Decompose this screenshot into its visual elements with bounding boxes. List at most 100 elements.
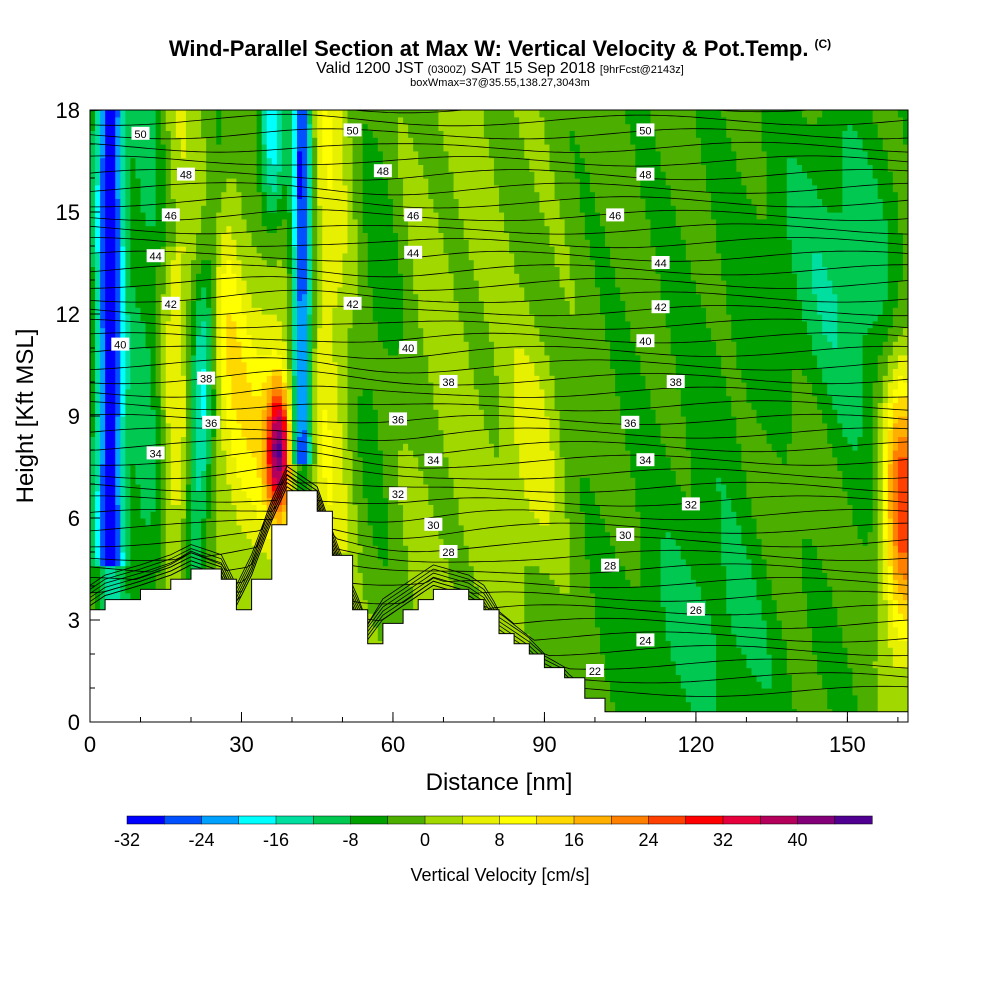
field-cell [544, 660, 551, 669]
field-cell [741, 579, 748, 587]
field-cell [847, 674, 854, 682]
field-cell [236, 565, 243, 573]
field-cell [680, 511, 687, 519]
field-cell [165, 518, 172, 526]
field-cell [175, 565, 182, 573]
field-cell [857, 633, 864, 641]
field-cell [549, 613, 556, 621]
field-cell [867, 518, 874, 526]
field-cell [398, 545, 404, 553]
field-cell [594, 606, 601, 614]
field-cell [882, 613, 889, 621]
field-cell [685, 667, 692, 675]
field-cell [534, 613, 540, 621]
field-cell [822, 667, 828, 675]
field-cell [539, 545, 546, 553]
field-cell [887, 586, 894, 594]
field-cell [524, 524, 530, 533]
field-cell [392, 545, 399, 553]
field-cell [791, 552, 798, 560]
field-cell [170, 572, 177, 580]
field-cell [716, 674, 722, 682]
field-cell [524, 511, 530, 519]
field-cell [216, 545, 222, 553]
field-cell [736, 586, 742, 594]
field-cell [877, 660, 884, 669]
field-cell [564, 565, 571, 573]
field-cell [367, 558, 374, 567]
field-cell [741, 518, 748, 526]
field-cell [463, 565, 470, 573]
field-cell [216, 511, 222, 519]
field-cell [589, 579, 596, 587]
field-cell [160, 524, 167, 533]
field-cell [700, 640, 707, 648]
field-cell [877, 654, 884, 662]
field-cell [635, 626, 641, 635]
field-cell [852, 647, 859, 655]
field-cell [807, 545, 813, 553]
field-cell [781, 552, 788, 560]
field-cell [554, 552, 561, 560]
field-cell [690, 531, 697, 539]
field-cell [852, 599, 859, 607]
field-cell [534, 545, 540, 553]
field-cell [226, 545, 232, 553]
field-cell [574, 579, 581, 587]
field-cell [615, 633, 621, 641]
field-cell [630, 558, 636, 567]
field-cell [751, 518, 758, 526]
field-cell [549, 565, 556, 573]
field-cell [594, 599, 601, 607]
field-cell [731, 538, 737, 546]
field-cell [892, 545, 899, 553]
field-cell [524, 626, 530, 635]
field-cell [902, 592, 908, 601]
field-cell [554, 633, 561, 641]
field-cell [125, 579, 131, 587]
field-cell [574, 640, 581, 648]
field-cell [867, 647, 874, 655]
field-cell [372, 592, 379, 601]
field-cell [680, 599, 687, 607]
field-cell [852, 681, 859, 689]
field-cell [514, 518, 520, 526]
field-cell [554, 606, 561, 614]
field-cell [145, 538, 152, 546]
field-cell [357, 586, 364, 594]
field-cell [877, 647, 884, 655]
field-cell [251, 545, 258, 553]
field-cell [685, 552, 692, 560]
field-cell [574, 524, 581, 533]
field-cell [665, 524, 672, 533]
field-cell [801, 524, 808, 533]
field-cell [100, 511, 106, 519]
field-cell [640, 647, 647, 655]
field-cell [534, 633, 540, 641]
field-cell [862, 599, 869, 607]
field-cell [110, 538, 116, 546]
field-cell [362, 538, 369, 546]
field-cell [589, 620, 596, 628]
field-cell [130, 572, 137, 580]
field-cell [408, 524, 414, 533]
field-cell [605, 667, 611, 675]
field-cell [700, 552, 707, 560]
field-cell [817, 579, 823, 587]
field-cell [736, 633, 742, 641]
field-cell [170, 518, 177, 526]
field-cell [120, 558, 126, 567]
field-cell [478, 586, 485, 594]
field-cell [90, 531, 96, 539]
field-cell [438, 572, 445, 580]
field-cell [95, 579, 101, 587]
field-cell [150, 552, 157, 560]
field-cell [791, 674, 798, 682]
field-cell [837, 681, 843, 689]
field-cell [862, 531, 869, 539]
field-cell [625, 667, 631, 675]
field-cell [221, 552, 227, 560]
field-cell [135, 558, 142, 567]
field-cell [721, 660, 727, 669]
field-cell [534, 606, 540, 614]
